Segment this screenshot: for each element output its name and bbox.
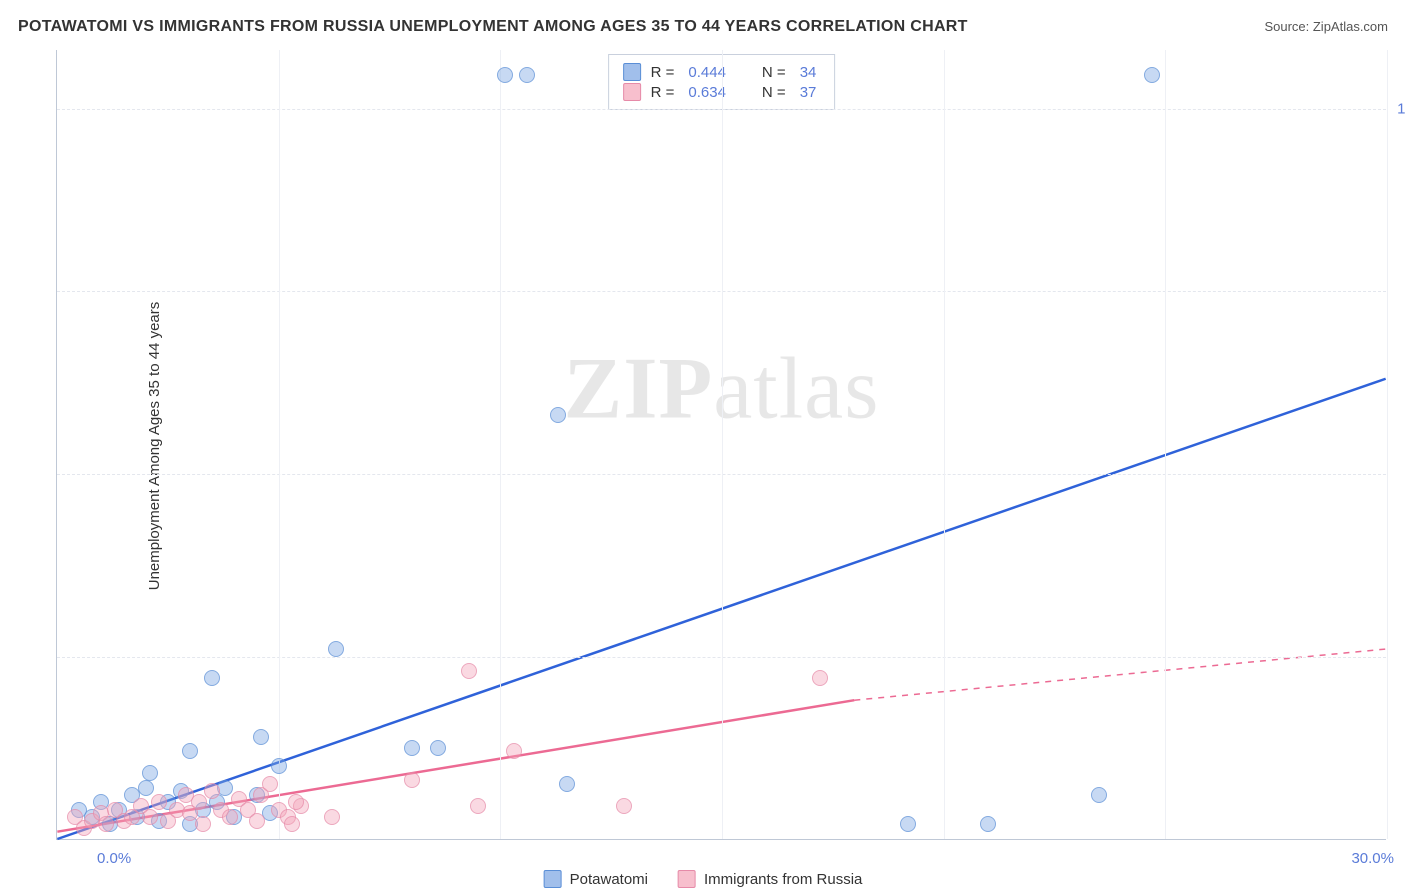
source-attribution: Source: ZipAtlas.com [1264, 19, 1388, 34]
vgrid [1165, 50, 1166, 839]
y-tick-label: 100.0% [1397, 100, 1406, 117]
series-legend: Potawatomi Immigrants from Russia [544, 870, 863, 888]
vgrid [279, 50, 280, 839]
point-russia [404, 772, 420, 788]
legend-swatch-pink [623, 83, 641, 101]
point-russia [288, 794, 304, 810]
point-russia [191, 794, 207, 810]
legend-swatch-blue [623, 63, 641, 81]
point-potawatomi [138, 780, 154, 796]
point-potawatomi [900, 816, 916, 832]
point-russia [142, 809, 158, 825]
legend-item-potawatomi: Potawatomi [544, 870, 648, 888]
point-russia [195, 816, 211, 832]
point-potawatomi [559, 776, 575, 792]
chart-title: POTAWATOMI VS IMMIGRANTS FROM RUSSIA UNE… [18, 18, 968, 36]
point-russia [204, 783, 220, 799]
point-potawatomi [497, 67, 513, 83]
legend-item-russia: Immigrants from Russia [678, 870, 862, 888]
x-tick-0: 0.0% [97, 850, 131, 867]
point-russia [616, 798, 632, 814]
point-potawatomi [182, 743, 198, 759]
point-potawatomi [404, 740, 420, 756]
point-potawatomi [980, 816, 996, 832]
legend-swatch-pink [678, 870, 696, 888]
vgrid [1387, 50, 1388, 839]
legend-swatch-blue [544, 870, 562, 888]
point-russia [470, 798, 486, 814]
point-russia [284, 816, 300, 832]
vgrid [500, 50, 501, 839]
point-russia [222, 809, 238, 825]
point-potawatomi [271, 758, 287, 774]
point-potawatomi [519, 67, 535, 83]
vgrid [944, 50, 945, 839]
point-russia [812, 670, 828, 686]
point-potawatomi [253, 729, 269, 745]
point-potawatomi [1144, 67, 1160, 83]
scatter-plot: ZIPatlas R = 0.444 N = 34 R = 0.634 N = … [56, 50, 1386, 840]
point-potawatomi [328, 641, 344, 657]
vgrid [722, 50, 723, 839]
point-potawatomi [430, 740, 446, 756]
point-russia [461, 663, 477, 679]
point-potawatomi [204, 670, 220, 686]
point-potawatomi [142, 765, 158, 781]
point-potawatomi [1091, 787, 1107, 803]
point-potawatomi [550, 407, 566, 423]
point-russia [262, 776, 278, 792]
x-tick-end: 30.0% [1351, 850, 1394, 867]
point-russia [506, 743, 522, 759]
point-russia [249, 813, 265, 829]
point-russia [151, 794, 167, 810]
point-russia [324, 809, 340, 825]
point-russia [98, 816, 114, 832]
